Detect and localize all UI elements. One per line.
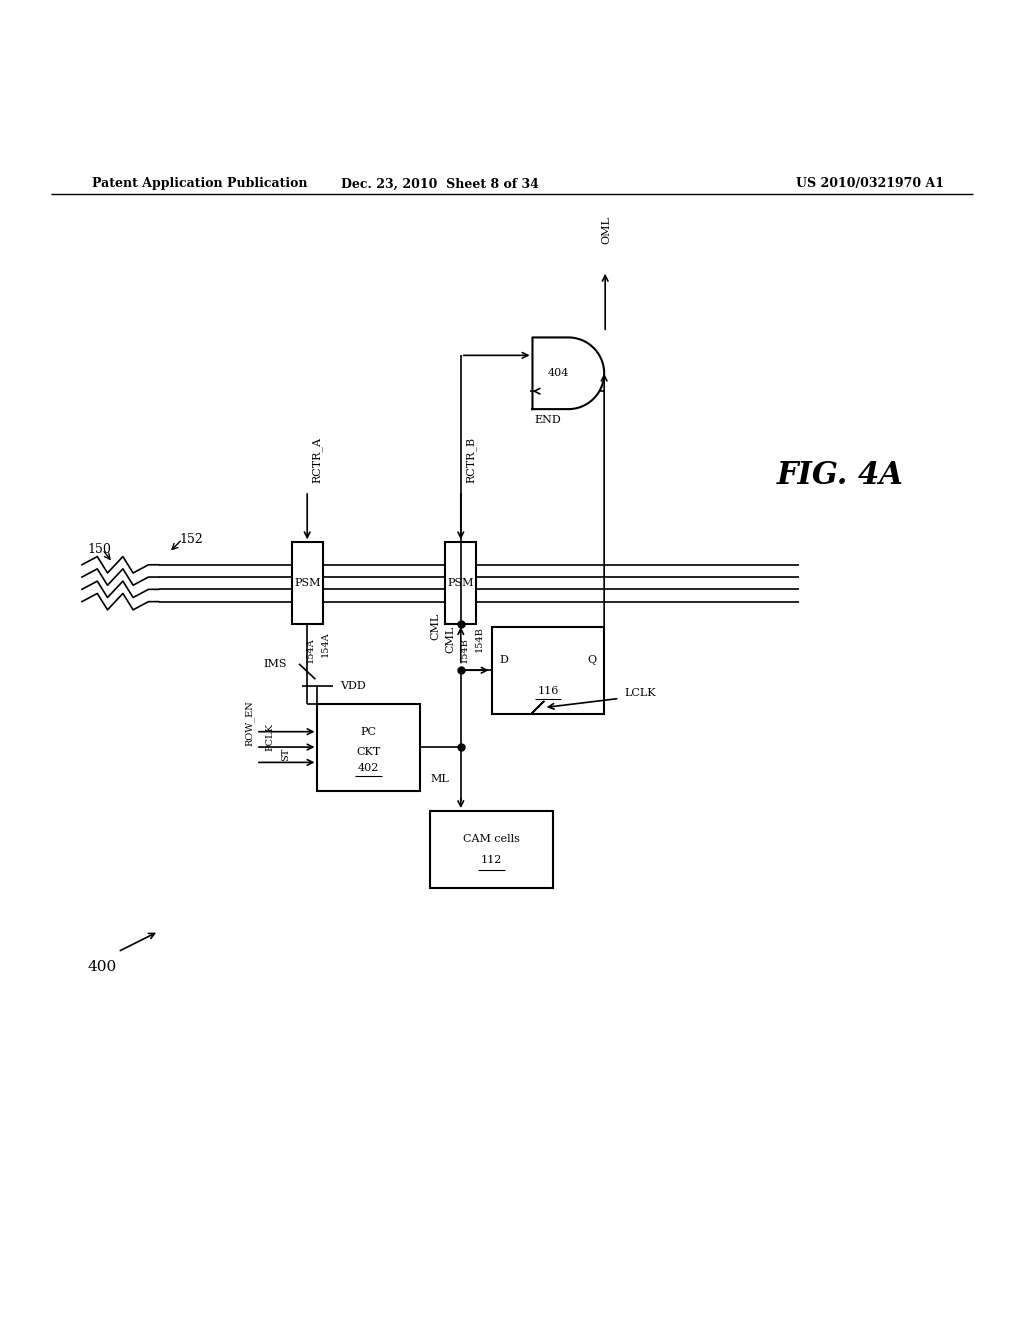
Text: 116: 116 [538,685,558,696]
Text: Q: Q [588,655,596,665]
FancyBboxPatch shape [317,704,420,791]
Text: 400: 400 [88,960,117,974]
Text: 154B: 154B [475,627,483,652]
Text: Dec. 23, 2010  Sheet 8 of 34: Dec. 23, 2010 Sheet 8 of 34 [341,177,540,190]
Text: D: D [500,655,508,665]
Text: CML: CML [445,626,456,653]
Polygon shape [532,338,604,409]
Text: 154A: 154A [322,632,330,657]
Text: 402: 402 [358,763,379,772]
Text: RCTR_B: RCTR_B [466,437,476,483]
Text: 152: 152 [179,533,203,545]
Text: 150: 150 [87,543,111,556]
Text: VDD: VDD [340,681,366,690]
Text: Patent Application Publication: Patent Application Publication [92,177,307,190]
Text: US 2010/0321970 A1: US 2010/0321970 A1 [797,177,944,190]
FancyBboxPatch shape [445,543,476,624]
Text: FIG. 4A: FIG. 4A [776,461,903,491]
Text: 112: 112 [481,854,502,865]
Text: 154A: 154A [306,638,314,663]
Text: ST: ST [281,747,290,760]
Text: ROW_EN: ROW_EN [245,701,254,746]
Text: PCLK: PCLK [265,723,274,751]
Text: 404: 404 [548,368,568,379]
Text: PC: PC [360,727,377,737]
Text: CKT: CKT [356,747,381,758]
Text: 154B: 154B [460,636,468,663]
Text: RCTR_A: RCTR_A [312,437,323,483]
Text: IMS: IMS [263,659,287,669]
FancyBboxPatch shape [492,627,604,714]
Text: LCLK: LCLK [625,688,656,698]
FancyBboxPatch shape [430,810,553,888]
Text: CML: CML [430,612,440,640]
Text: PSM: PSM [447,578,474,589]
Text: PSM: PSM [294,578,321,589]
Text: CAM cells: CAM cells [463,834,520,845]
Text: ML: ML [431,774,450,784]
Text: OML: OML [601,216,611,244]
FancyBboxPatch shape [292,543,323,624]
Text: END: END [535,414,561,425]
